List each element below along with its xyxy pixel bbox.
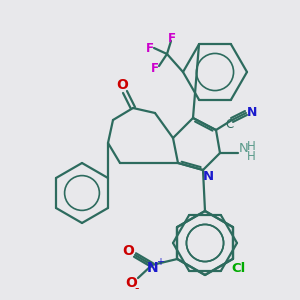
Text: O: O: [116, 78, 128, 92]
Text: +: +: [156, 257, 164, 267]
Text: N: N: [239, 142, 249, 155]
Text: F: F: [168, 32, 176, 44]
Text: F: F: [146, 41, 154, 55]
Text: N: N: [247, 106, 257, 119]
Text: H: H: [247, 140, 255, 152]
Text: F: F: [151, 62, 159, 76]
Text: H: H: [247, 149, 255, 163]
Text: O: O: [125, 276, 137, 290]
Text: Cl: Cl: [232, 262, 246, 275]
Text: N: N: [202, 170, 214, 184]
Text: -: -: [135, 283, 139, 296]
Text: O: O: [122, 244, 134, 258]
Text: C: C: [225, 118, 233, 131]
Text: N: N: [147, 261, 159, 275]
